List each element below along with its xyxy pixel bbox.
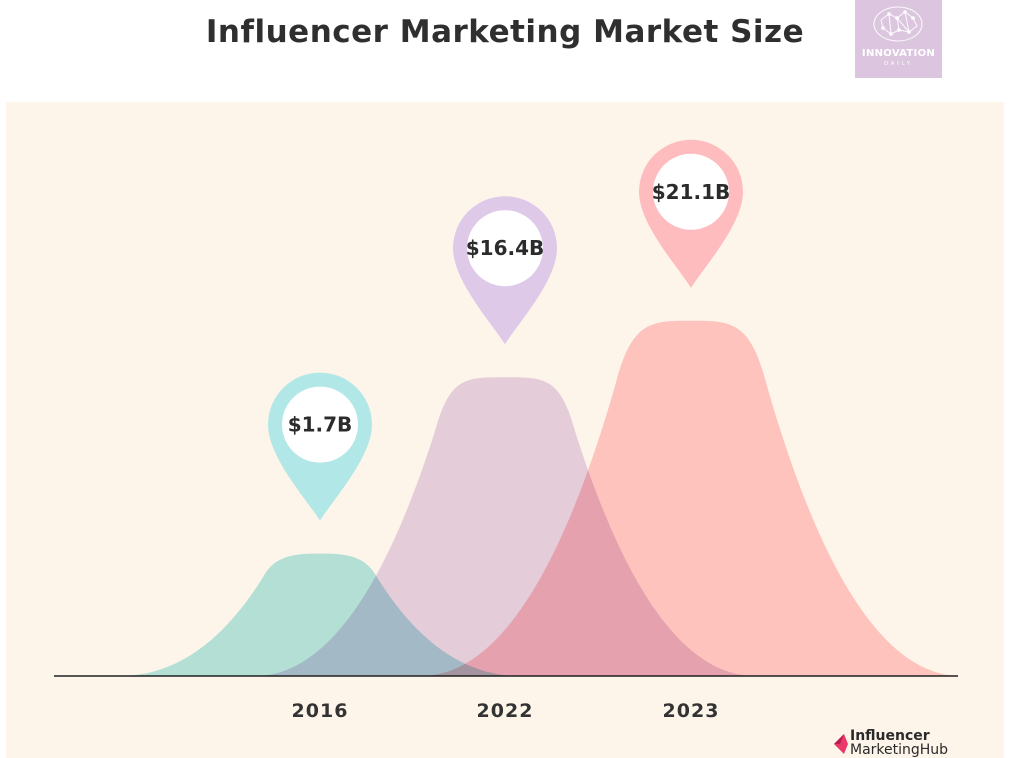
brand-line-1: Influencer xyxy=(850,728,930,744)
data-label-2023: $21.1B xyxy=(652,180,731,204)
x-tick-label-2016: 2016 xyxy=(292,700,349,722)
pin-inner-circle xyxy=(282,386,358,463)
data-label-2016: $1.7B xyxy=(288,413,353,437)
area-2023 xyxy=(421,320,961,676)
x-tick-label-2022: 2022 xyxy=(477,700,534,722)
pin-inner-circle xyxy=(467,210,543,287)
x-tick-label-2023: 2023 xyxy=(663,700,720,722)
brand-line-2: MarketingHub xyxy=(850,742,949,758)
value-pin-2022: $16.4B xyxy=(453,196,557,345)
brain-network-icon xyxy=(873,6,923,42)
influencer-marketing-hub-brand: Influencer MarketingHub xyxy=(832,728,972,758)
pin-inner-circle xyxy=(653,153,729,230)
data-label-2022: $16.4B xyxy=(466,236,545,260)
page-title: Influencer Marketing Market Size xyxy=(205,14,805,50)
innovation-daily-logo: INNOVATION DAILY xyxy=(855,0,942,78)
hub-logo-icon xyxy=(834,734,848,754)
value-pin-2023: $21.1B xyxy=(639,139,743,288)
value-pin-2016: $1.7B xyxy=(268,372,372,521)
logo-name: INNOVATION xyxy=(861,48,936,59)
logo-subtitle: DAILY xyxy=(884,61,913,67)
